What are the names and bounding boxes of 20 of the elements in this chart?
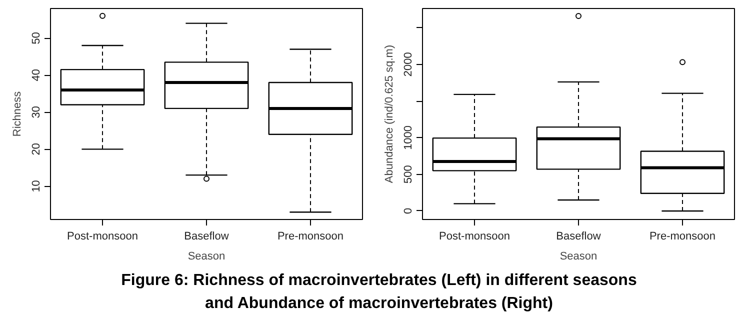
x-axis-title: Season xyxy=(560,250,598,262)
y-axis-title: Richness xyxy=(12,90,24,137)
y-tick-label: 1000 xyxy=(402,125,414,150)
y-tick-label: 40 xyxy=(30,69,42,82)
x-tick-label: Pre-monsoon xyxy=(277,230,344,242)
y-axis-title: Abundance (ind/0.625 sq.m) xyxy=(384,44,396,184)
y-tick-label: 500 xyxy=(402,165,414,184)
y-tick-label: 10 xyxy=(30,180,42,192)
caption: Figure 6: Richness of macroinvertebrates (Left) in different seasons and Abundance of macroinvertebrates (Right) xyxy=(120,271,638,314)
x-tick-label: Baseflow xyxy=(556,230,601,242)
y-tick-label: 2000 xyxy=(402,52,414,77)
x-tick-label: Post-monsoon xyxy=(67,230,138,242)
x-tick-label: Baseflow xyxy=(184,230,229,242)
x-axis-title: Season xyxy=(188,250,226,262)
x-tick-label: Pre-monsoon xyxy=(649,230,716,242)
y-tick-label: 50 xyxy=(30,32,42,44)
y-tick-label: 30 xyxy=(30,106,42,118)
x-tick-label: Post-monsoon xyxy=(439,230,510,242)
y-tick-label: 20 xyxy=(30,143,42,156)
y-tick-label: 0 xyxy=(402,208,414,214)
